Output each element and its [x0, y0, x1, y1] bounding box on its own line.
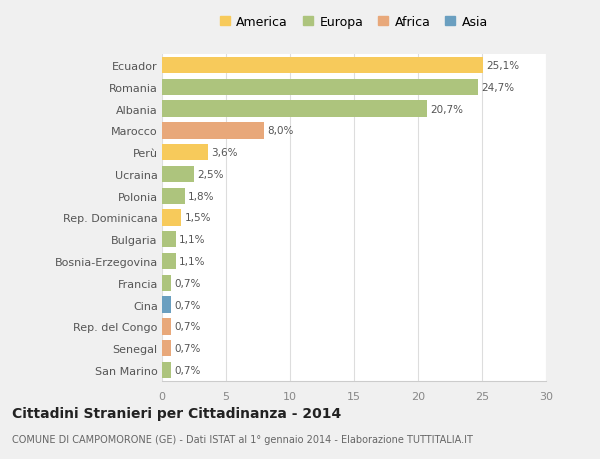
- Bar: [162, 145, 208, 161]
- Text: 1,1%: 1,1%: [179, 235, 206, 245]
- Text: 1,1%: 1,1%: [179, 257, 206, 267]
- Text: 0,7%: 0,7%: [174, 322, 200, 332]
- Bar: [162, 167, 194, 183]
- Bar: [162, 275, 171, 291]
- Text: 1,8%: 1,8%: [188, 191, 215, 202]
- Text: 20,7%: 20,7%: [430, 104, 463, 114]
- Bar: [162, 79, 478, 96]
- Bar: [162, 123, 265, 139]
- Text: 3,6%: 3,6%: [211, 148, 238, 158]
- Bar: [162, 297, 171, 313]
- Text: Cittadini Stranieri per Cittadinanza - 2014: Cittadini Stranieri per Cittadinanza - 2…: [12, 406, 341, 420]
- Bar: [162, 340, 171, 357]
- Bar: [162, 253, 176, 269]
- Text: COMUNE DI CAMPOMORONE (GE) - Dati ISTAT al 1° gennaio 2014 - Elaborazione TUTTIT: COMUNE DI CAMPOMORONE (GE) - Dati ISTAT …: [12, 434, 473, 444]
- Bar: [162, 362, 171, 378]
- Bar: [162, 58, 483, 74]
- Bar: [162, 210, 181, 226]
- Text: 0,7%: 0,7%: [174, 343, 200, 353]
- Text: 8,0%: 8,0%: [268, 126, 294, 136]
- Bar: [162, 232, 176, 248]
- Text: 25,1%: 25,1%: [487, 61, 520, 71]
- Text: 0,7%: 0,7%: [174, 365, 200, 375]
- Text: 0,7%: 0,7%: [174, 278, 200, 288]
- Legend: America, Europa, Africa, Asia: America, Europa, Africa, Asia: [220, 16, 488, 28]
- Bar: [162, 188, 185, 204]
- Bar: [162, 101, 427, 118]
- Bar: [162, 319, 171, 335]
- Text: 1,5%: 1,5%: [184, 213, 211, 223]
- Text: 0,7%: 0,7%: [174, 300, 200, 310]
- Text: 2,5%: 2,5%: [197, 169, 224, 179]
- Text: 24,7%: 24,7%: [481, 83, 514, 93]
